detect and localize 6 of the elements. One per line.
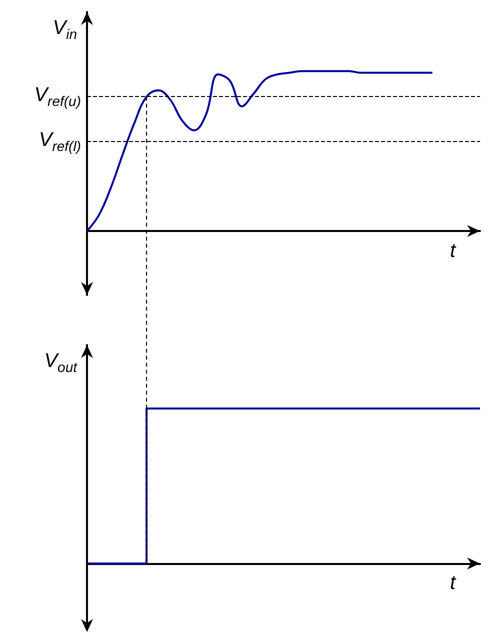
y-axis-title: V$_{out}$	[44, 350, 77, 375]
y-axis-title: V$_{in}$	[52, 17, 77, 42]
x-axis-title: t	[450, 240, 456, 262]
ref-line-label: V$_{ref(l)}$	[38, 129, 81, 154]
x-axis-title: t	[450, 572, 456, 594]
ref-line-label: V$_{ref(u)}$	[34, 84, 81, 110]
